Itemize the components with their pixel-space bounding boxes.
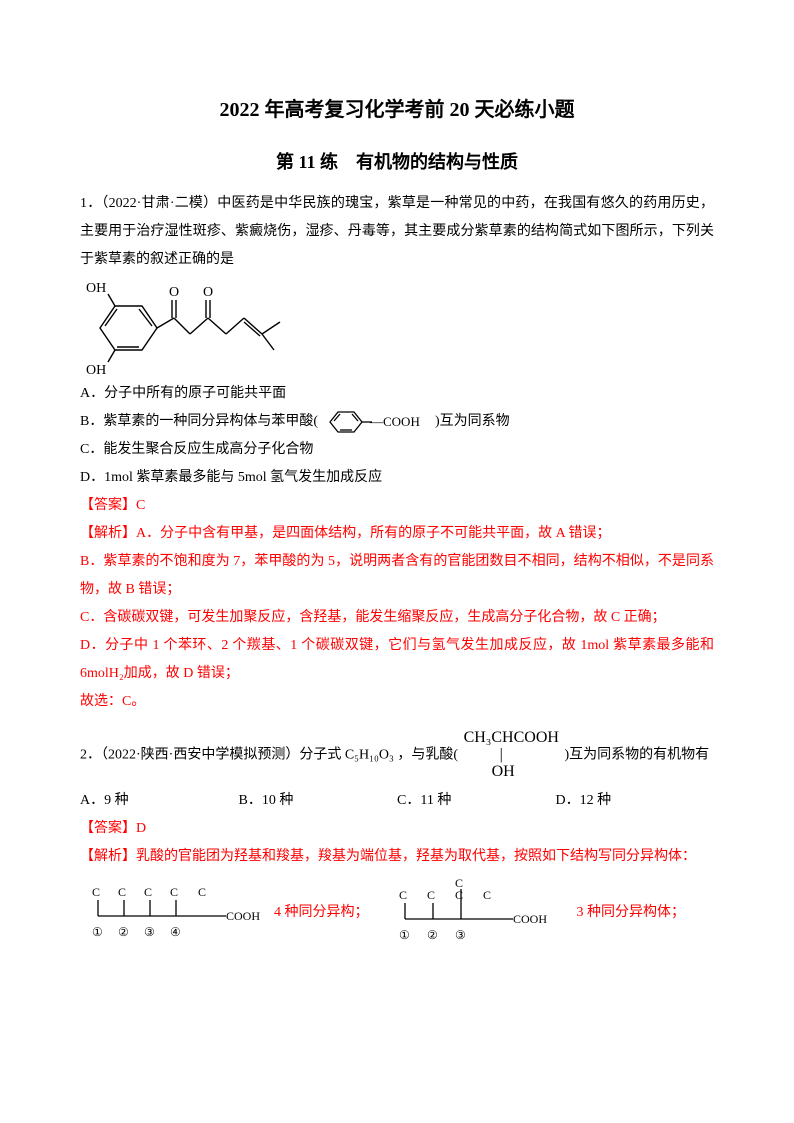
svg-text:C: C xyxy=(118,885,126,899)
svg-text:④: ④ xyxy=(170,925,181,939)
svg-text:C: C xyxy=(455,888,463,902)
svg-text:C: C xyxy=(399,888,407,902)
iso2-label: 3 种同分异构体； xyxy=(577,899,686,927)
lactic-top: CH₃CHCOOH xyxy=(464,730,559,747)
q2-optA: A．9 种 xyxy=(80,787,239,815)
q2-answer: 【答案】D xyxy=(80,815,714,843)
svg-text:—COOH: —COOH xyxy=(369,414,420,429)
svg-text:②: ② xyxy=(118,925,129,939)
svg-text:C: C xyxy=(427,888,435,902)
isomer-row: C C C C C COOH ① ② ③ ④ 4 种同分异构； xyxy=(80,875,714,951)
svg-text:C: C xyxy=(483,888,491,902)
label-oh-bot: OH xyxy=(86,363,106,378)
spacer xyxy=(80,716,714,730)
q2-optB: B．10 种 xyxy=(239,787,398,815)
lactic-acid-formula: CH₃CHCOOH | OH xyxy=(464,730,559,780)
q1-optB-post: )互为同系物 xyxy=(435,414,510,429)
q1-expl-B: B．紫草素的不饱和度为 7，苯甲酸的为 5，说明两者含有的官能团数目不相同，结构… xyxy=(80,548,714,604)
iso1-label: 4 种同分异构； xyxy=(274,899,369,927)
q2-stem-post: )互为同系物的有机物有 xyxy=(564,748,709,763)
label-o2: O xyxy=(203,285,213,300)
svg-text:②: ② xyxy=(427,928,438,942)
q2-stem-pre: 2．（2022·陕西·西安中学模拟预测）分子式 C₅H₁₀O₃ ，与乳酸( xyxy=(80,748,458,763)
svg-text:C: C xyxy=(198,885,206,899)
svg-text:①: ① xyxy=(399,928,410,942)
lactic-bot: OH xyxy=(464,764,515,781)
lactic-bar: | xyxy=(464,747,503,764)
svg-text:①: ① xyxy=(92,925,103,939)
svg-text:COOH: COOH xyxy=(226,909,260,923)
q1-molecule: OH OH O O xyxy=(80,278,714,378)
q2-expl: 【解析】乳酸的官能团为羟基和羧基，羧基为端位基，羟基为取代基，按照如下结构写同分… xyxy=(80,843,714,871)
q1-expl-D: D．分子中 1 个苯环、2 个羰基、1 个碳碳双键，它们与氢气发生加成反应，故 … xyxy=(80,632,714,688)
isomer1-skeleton: C C C C C COOH ① ② ③ ④ xyxy=(80,878,270,948)
sub-title: 第 11 练 有机物的结构与性质 xyxy=(80,144,714,180)
benzoic-acid-icon: —COOH xyxy=(322,408,432,436)
isomer2-skeleton: C C C C C COOH ① ② ③ xyxy=(383,875,573,951)
svg-text:COOH: COOH xyxy=(513,912,547,926)
q1-optC: C．能发生聚合反应生成高分子化合物 xyxy=(80,436,714,464)
svg-text:③: ③ xyxy=(455,928,466,942)
q2-optD: D．12 种 xyxy=(556,787,715,815)
q2-options: A．9 种 B．10 种 C．11 种 D．12 种 xyxy=(80,787,714,815)
q1-expl-A: 【解析】A．分子中含有甲基，是四面体结构，所有的原子不可能共平面，故 A 错误； xyxy=(80,520,714,548)
svg-text:C: C xyxy=(144,885,152,899)
svg-text:C: C xyxy=(455,876,463,890)
label-oh-top: OH xyxy=(86,281,106,296)
q2-stem: 2．（2022·陕西·西安中学模拟预测）分子式 C₅H₁₀O₃ ，与乳酸( CH… xyxy=(80,730,714,780)
q1-answer: 【答案】C xyxy=(80,492,714,520)
svg-text:C: C xyxy=(170,885,178,899)
q1-optB-pre: B．紫草素的一种同分异构体与苯甲酸( xyxy=(80,414,318,429)
q1-expl-end: 故选：C。 xyxy=(80,688,714,716)
svg-text:C: C xyxy=(92,885,100,899)
svg-text:③: ③ xyxy=(144,925,155,939)
label-o1: O xyxy=(169,285,179,300)
q1-stem: 1．（2022·甘肃·二模）中医药是中华民族的瑰宝，紫草是一种常见的中药，在我国… xyxy=(80,190,714,274)
q1-optD: D．1mol 紫草素最多能与 5mol 氢气发生加成反应 xyxy=(80,464,714,492)
q1-optA: A．分子中所有的原子可能共平面 xyxy=(80,380,714,408)
q2-optC: C．11 种 xyxy=(397,787,556,815)
q1-optB: B．紫草素的一种同分异构体与苯甲酸( —COOH )互为同系物 xyxy=(80,408,714,436)
main-title: 2022 年高考复习化学考前 20 天必练小题 xyxy=(80,90,714,130)
q1-expl-C: C．含碳碳双键，可发生加聚反应，含羟基，能发生缩聚反应，生成高分子化合物，故 C… xyxy=(80,604,714,632)
